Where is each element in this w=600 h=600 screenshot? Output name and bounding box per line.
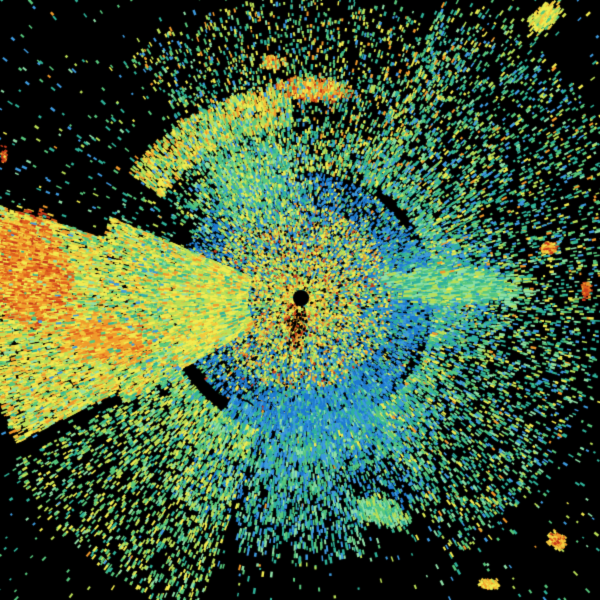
- radar-ppi-canvas: [0, 0, 600, 600]
- radar-display: [0, 0, 600, 600]
